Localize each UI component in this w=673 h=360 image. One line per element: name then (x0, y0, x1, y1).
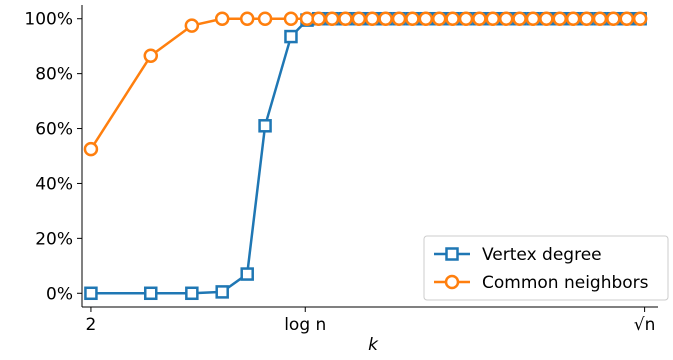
data-point (84, 286, 98, 301)
data-point (405, 11, 420, 26)
series-line (89, 17, 641, 150)
data-point (311, 11, 326, 26)
data-point (299, 11, 315, 26)
series-layer (83, 11, 648, 301)
axes: 0% 20% 40% 60% 80% 100% 2 log n √n k (24, 5, 658, 355)
data-point (143, 48, 159, 64)
data-point (391, 11, 407, 26)
data-point (458, 11, 474, 26)
data-point (606, 11, 621, 26)
y-tick-label: 80% (35, 65, 73, 85)
legend-label: Vertex degree (482, 245, 602, 265)
data-point (239, 11, 255, 26)
legend: Vertex degree Common neighbors (423, 235, 669, 301)
y-tick-label: 60% (35, 120, 73, 140)
data-point (579, 11, 594, 26)
x-tick-label: √n (634, 315, 656, 335)
data-point (632, 11, 648, 26)
data-point (184, 18, 200, 33)
legend-box (423, 235, 669, 301)
y-tick-label: 0% (46, 284, 73, 304)
data-point (257, 11, 273, 26)
data-point (284, 29, 298, 44)
legend-label: Common neighbors (482, 273, 649, 293)
data-point (144, 286, 158, 301)
data-point (539, 11, 554, 26)
data-point (258, 119, 272, 133)
legend-marker (444, 274, 460, 290)
data-point (619, 11, 634, 26)
x-axis-label: k (368, 335, 379, 355)
data-point (240, 267, 254, 281)
data-point (445, 11, 460, 26)
data-point (324, 11, 340, 26)
data-point (185, 286, 199, 301)
data-point (525, 11, 541, 26)
data-point (83, 141, 99, 157)
x-tick-label: log n (284, 315, 326, 335)
legend-entry: Vertex degree (434, 245, 602, 265)
y-tick-label: 100% (24, 10, 73, 30)
data-point (283, 11, 299, 26)
data-point (214, 11, 230, 26)
data-point (472, 11, 487, 26)
x-tick-label: 2 (86, 315, 97, 335)
data-point (498, 11, 514, 26)
data-point (378, 11, 393, 26)
data-point (215, 285, 229, 299)
legend-entry: Common neighbors (434, 273, 649, 293)
series-common-neighbors (83, 11, 648, 157)
data-point (338, 11, 353, 26)
data-point (565, 11, 581, 26)
data-point (364, 11, 380, 26)
data-point (418, 11, 434, 26)
y-tick-label: 40% (35, 174, 73, 194)
data-point (552, 11, 568, 26)
legend-marker (445, 247, 459, 261)
data-point (592, 11, 608, 26)
data-point (351, 11, 367, 26)
data-point (485, 11, 501, 26)
data-point (431, 11, 447, 26)
data-point (512, 11, 527, 26)
y-tick-label: 20% (35, 229, 73, 249)
